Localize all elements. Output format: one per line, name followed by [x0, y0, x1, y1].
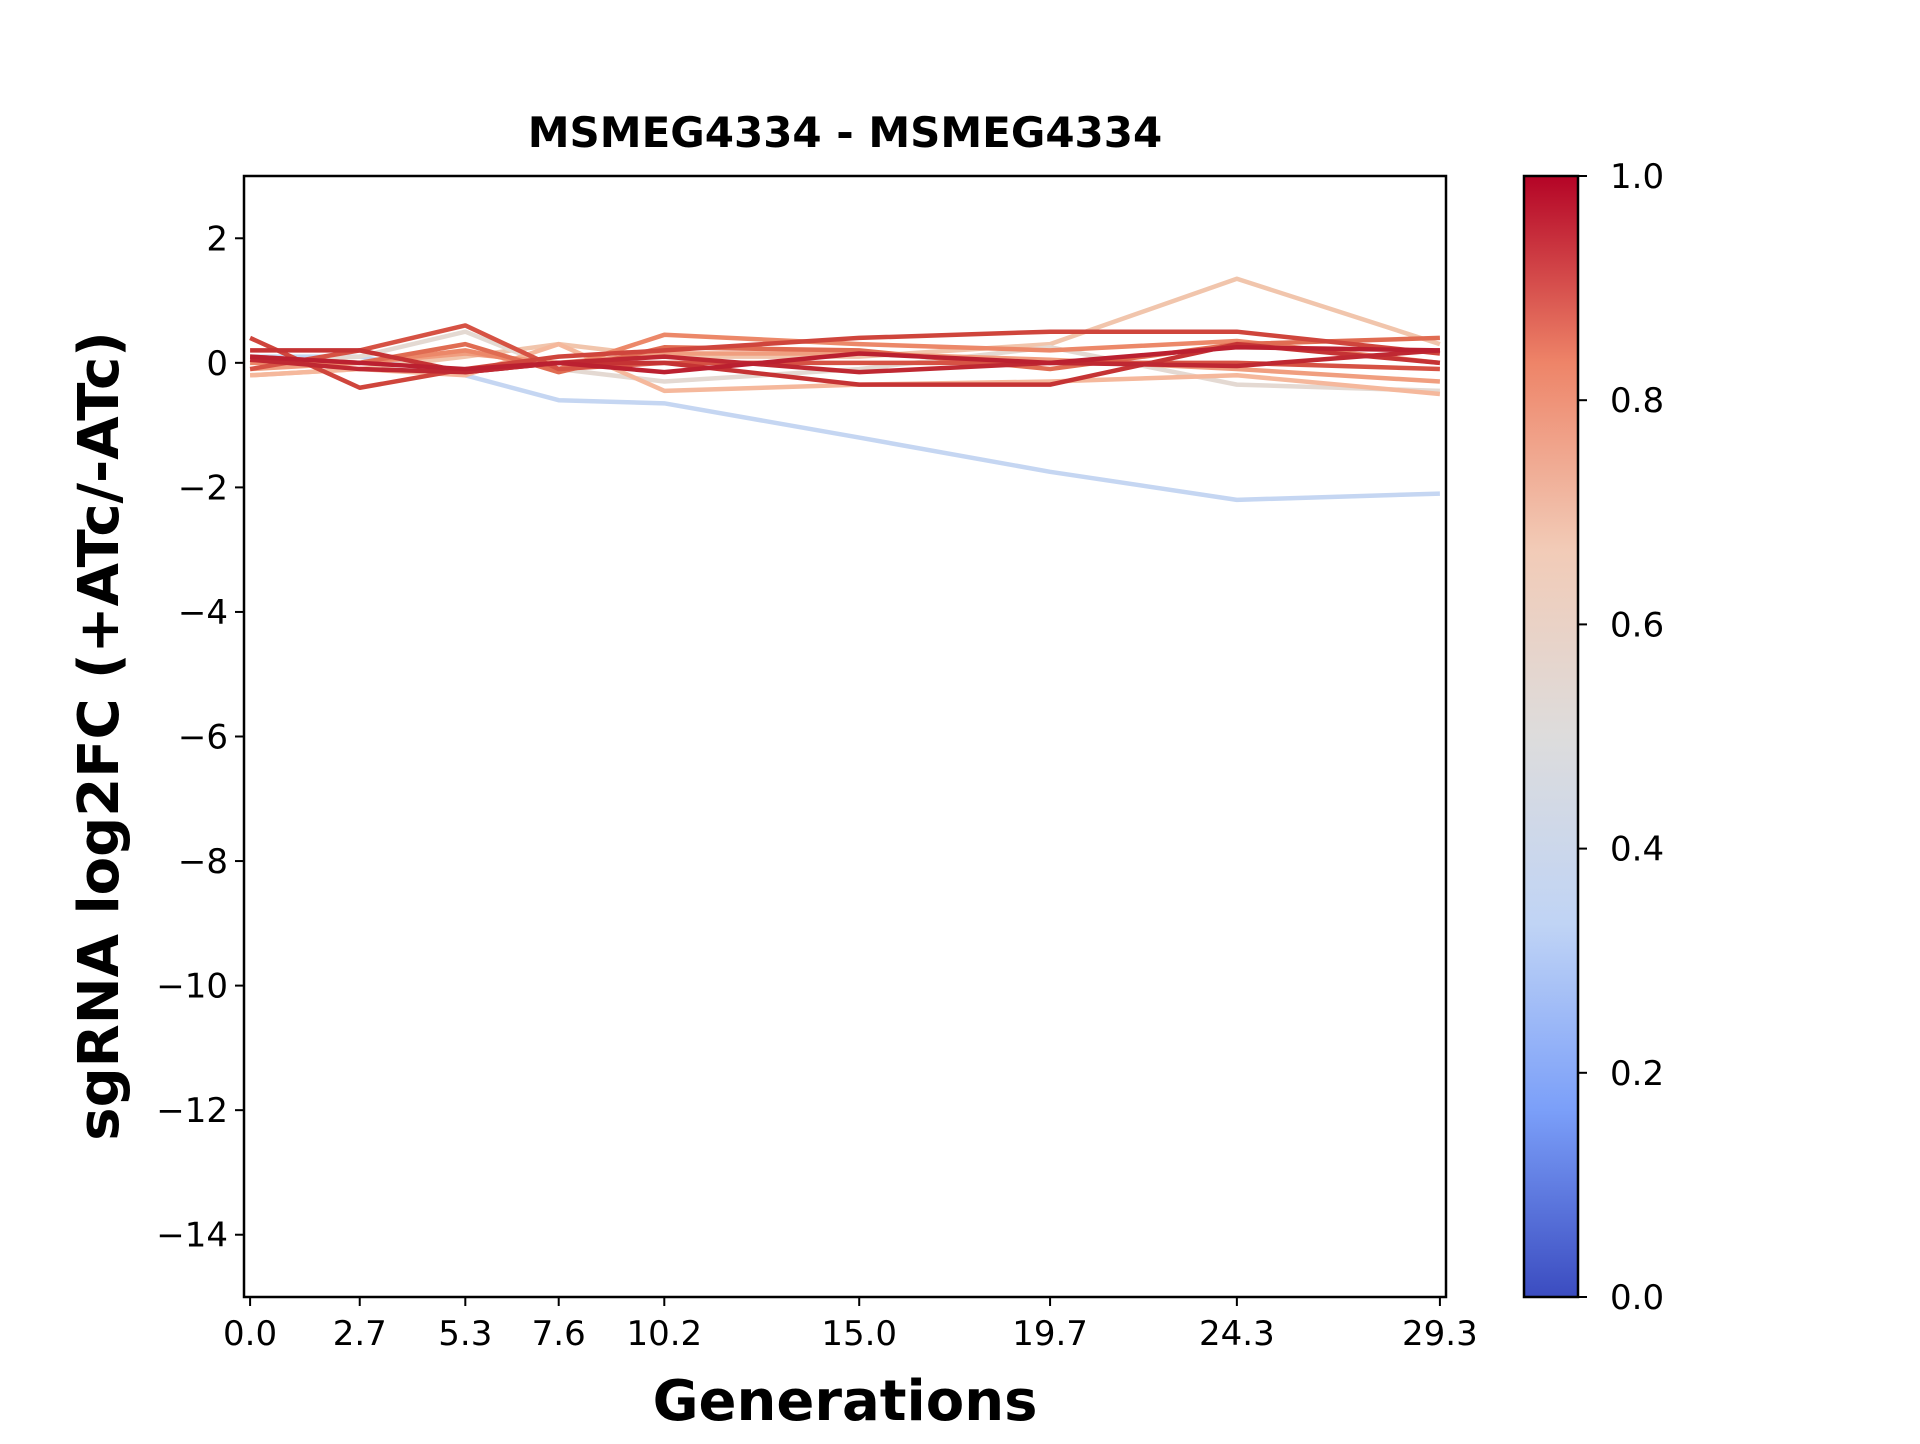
series-layer: [249, 276, 1441, 503]
y-axis-label: sgRNA log2FC (+ATc/-ATc): [67, 331, 132, 1141]
x-tick-label: 2.7: [333, 1314, 387, 1354]
colorbar: [1522, 174, 1580, 1299]
x-axis-label: Generations: [653, 1369, 1038, 1434]
colorbar-tick-label: 0.0: [1610, 1278, 1664, 1318]
y-axis: 2 0 −2 −4 −6 −8 −10 −12 −14: [156, 219, 244, 1256]
series-line-12: [249, 345, 1440, 375]
colorbar-tick-label: 1.0: [1610, 157, 1664, 197]
colorbar-tick-label: 0.6: [1610, 605, 1664, 645]
colorbar-tick-label: 0.8: [1610, 381, 1664, 421]
y-tick-label: 0: [206, 344, 228, 384]
x-tick-label: 29.3: [1402, 1314, 1478, 1354]
series-line-3: [249, 329, 1440, 394]
series-line-11: [249, 348, 1441, 375]
y-tick-label: −2: [178, 468, 228, 508]
y-tick-label: −12: [156, 1091, 228, 1131]
y-tick-label: −14: [156, 1216, 228, 1256]
y-tick-label: −4: [178, 593, 228, 633]
x-tick-label: 15.0: [821, 1314, 897, 1354]
x-tick-label: 10.2: [626, 1314, 702, 1354]
series-line-10: [250, 341, 1441, 387]
y-tick-label: −6: [178, 718, 228, 758]
x-tick-label: 19.7: [1012, 1314, 1088, 1354]
x-tick-label: 0.0: [223, 1314, 277, 1354]
x-tick-label: 7.6: [532, 1314, 586, 1354]
colorbar-tick-label: 0.4: [1610, 830, 1664, 870]
x-tick-label: 5.3: [438, 1314, 492, 1354]
y-tick-label: −8: [178, 842, 228, 882]
series-line-9: [249, 329, 1441, 390]
colorbar-axis: 0.0 0.2 0.4 0.6 0.8 1.0: [1578, 157, 1664, 1318]
y-tick-label: −10: [156, 967, 228, 1007]
chart-title: MSMEG4334 - MSMEG4334: [528, 108, 1162, 157]
colorbar-tick-label: 0.2: [1610, 1054, 1664, 1094]
y-tick-label: 2: [206, 219, 228, 259]
x-axis: 0.0 2.7 5.3 7.6 10.2 15.0 19.7 24.3 29.3: [223, 1297, 1478, 1354]
x-tick-label: 24.3: [1199, 1314, 1275, 1354]
